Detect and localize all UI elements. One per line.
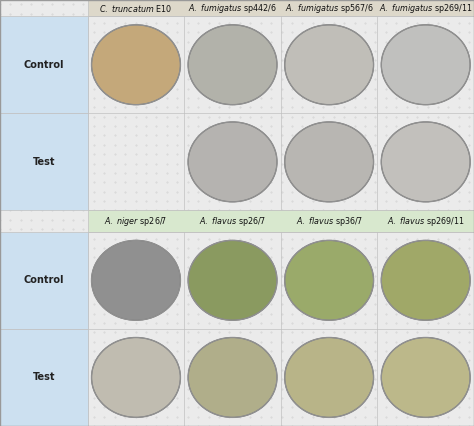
Text: $\it{A.\ niger}$ sp26/7: $\it{A.\ niger}$ sp26/7 [104, 215, 167, 227]
Text: $\it{A.\ fumigatus}$ sp269/11: $\it{A.\ fumigatus}$ sp269/11 [379, 2, 473, 14]
Circle shape [285, 240, 374, 320]
Text: $\it{A.\ flavus}$ sp26/7: $\it{A.\ flavus}$ sp26/7 [200, 215, 266, 227]
Circle shape [91, 337, 181, 417]
Circle shape [285, 337, 374, 417]
Bar [88, 0, 474, 16]
Text: Control: Control [24, 60, 64, 70]
Circle shape [285, 122, 374, 202]
Circle shape [188, 240, 277, 320]
Text: $\it{A.\ fumigatus}$ sp567/6: $\it{A.\ fumigatus}$ sp567/6 [284, 2, 374, 14]
Circle shape [381, 25, 470, 105]
Text: $\it{C.\ truncatum}$ E10: $\it{C.\ truncatum}$ E10 [99, 3, 173, 14]
Bar [0, 16, 88, 113]
Text: $\it{A.\ flavus}$ sp269/11: $\it{A.\ flavus}$ sp269/11 [387, 215, 465, 227]
Text: Control: Control [24, 275, 64, 285]
Bar [0, 232, 88, 329]
Text: $\it{A.\ flavus}$ sp36/7: $\it{A.\ flavus}$ sp36/7 [296, 215, 362, 227]
Text: Test: Test [33, 372, 55, 383]
Bar [0, 113, 88, 210]
Text: Test: Test [33, 157, 55, 167]
Circle shape [188, 337, 277, 417]
Circle shape [381, 240, 470, 320]
Circle shape [188, 122, 277, 202]
Bar [0, 329, 88, 426]
Circle shape [91, 25, 181, 105]
Circle shape [91, 240, 181, 320]
Circle shape [188, 25, 277, 105]
Circle shape [285, 25, 374, 105]
Text: $\it{A.\ fumigatus}$ sp442/6: $\it{A.\ fumigatus}$ sp442/6 [188, 2, 277, 14]
Bar [88, 210, 474, 232]
Circle shape [381, 337, 470, 417]
Circle shape [381, 122, 470, 202]
